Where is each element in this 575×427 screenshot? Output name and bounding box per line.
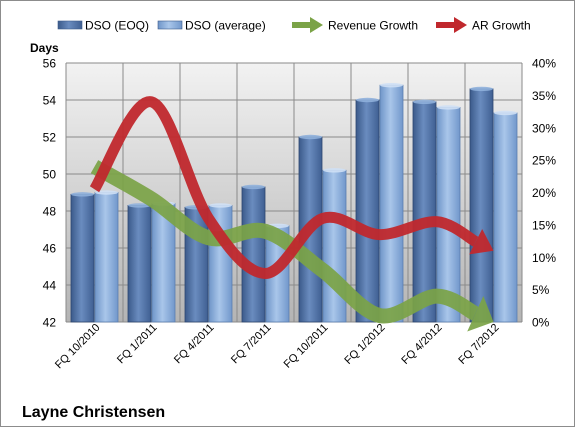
dso-eoq-bar: [127, 205, 152, 323]
dso-average-bar-cap: [437, 105, 460, 110]
ar-growth-line: [89, 96, 479, 279]
legend-arrowhead: [310, 17, 323, 33]
dso-eoq-bar-cap: [71, 192, 94, 197]
y-right-tick-label: 40%: [532, 57, 556, 71]
dso-average-bar-cap: [209, 203, 232, 208]
ar-growth-line-arrowhead: [469, 228, 494, 255]
dso-average-bar-cap: [380, 83, 403, 88]
y-right-tick-label: 5%: [532, 283, 550, 297]
x-tick-label: FQ 1/2011: [115, 322, 160, 367]
x-tick-label: FQ 4/2012: [399, 322, 444, 367]
dso-eoq-bar-cap: [413, 99, 436, 105]
y-left-tick-label: 52: [43, 131, 57, 145]
x-tick-label: FQ 10/2010: [53, 322, 103, 372]
dso-eoq-bar-cap: [128, 203, 151, 208]
y-left-tick-label: 56: [43, 57, 57, 71]
y-left-axis-title: Days: [30, 41, 59, 55]
y-right-tick-label: 20%: [532, 186, 556, 200]
y-left-tick-label: 50: [43, 168, 57, 182]
y-right-tick-label: 0%: [532, 316, 550, 330]
dso-eoq-bar: [70, 193, 95, 323]
dso-average-bar-cap: [323, 168, 346, 173]
dso-average-bar-cap: [95, 190, 118, 195]
x-tick-label: FQ 1/2012: [342, 322, 387, 367]
y-right-tick-label: 25%: [532, 154, 556, 168]
dso-eoq-bar-cap: [242, 184, 265, 190]
y-right-tick-label: 10%: [532, 251, 556, 265]
legend-label: Revenue Growth: [328, 19, 418, 33]
dso-eoq-bar-cap: [356, 97, 379, 103]
legend-arrowhead: [454, 17, 467, 33]
legend-label: DSO (average): [185, 19, 266, 33]
y-left-tick-label: 44: [43, 279, 57, 293]
chart-caption: Layne Christensen: [22, 404, 165, 421]
x-tick-label: FQ 7/2012: [456, 322, 501, 367]
dso-average-bar: [322, 169, 347, 323]
y-left-tick-label: 54: [43, 94, 57, 108]
revenue-growth-line-arrowhead: [467, 295, 494, 332]
y-left-tick-label: 46: [43, 242, 57, 256]
legend-label: AR Growth: [472, 19, 531, 33]
dso-average-bar: [493, 112, 518, 323]
x-tick-label: FQ 7/2011: [229, 322, 274, 367]
dso-average-bar: [94, 192, 119, 323]
y-left-tick-label: 48: [43, 205, 57, 219]
x-tick-label: FQ 10/2011: [282, 322, 331, 371]
dso-average-bar-cap: [494, 110, 517, 116]
y-right-tick-label: 35%: [532, 89, 556, 103]
dso-eoq-bar: [355, 99, 380, 323]
dso-average-bar: [379, 84, 404, 323]
dso-eoq-bar-cap: [299, 134, 322, 140]
legend-label: DSO (EOQ): [85, 19, 149, 33]
y-right-tick-label: 15%: [532, 218, 556, 232]
legend-swatch: [57, 20, 83, 30]
dso-eoq-bar: [469, 88, 494, 323]
y-right-tick-label: 30%: [532, 121, 556, 135]
dso-eoq-bar-cap: [470, 86, 493, 92]
x-tick-label: FQ 4/2011: [172, 322, 217, 367]
dso-eoq-bar: [241, 186, 266, 323]
y-left-tick-label: 42: [43, 316, 57, 330]
legend-swatch: [157, 20, 183, 30]
